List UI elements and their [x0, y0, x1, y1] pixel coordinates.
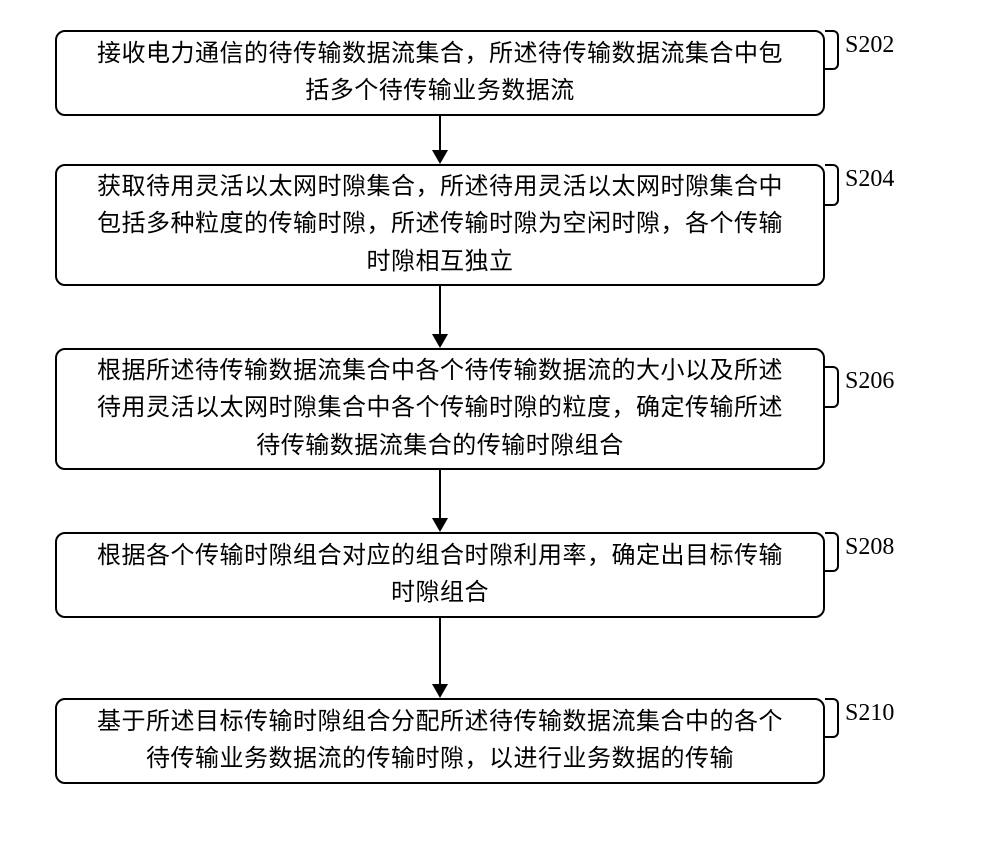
step-id-label: S210: [845, 700, 894, 727]
bracket-icon: [825, 698, 839, 738]
step-label-wrap: S210: [825, 698, 955, 784]
step-box: 基于所述目标传输时隙组合分配所述待传输数据流集合中的各个待传输业务数据流的传输时…: [55, 698, 825, 784]
flowchart-canvas: 接收电力通信的待传输数据流集合，所述待传输数据流集合中包括多个待传输业务数据流S…: [0, 0, 1000, 848]
flow-step: 基于所述目标传输时隙组合分配所述待传输数据流集合中的各个待传输业务数据流的传输时…: [55, 698, 955, 784]
